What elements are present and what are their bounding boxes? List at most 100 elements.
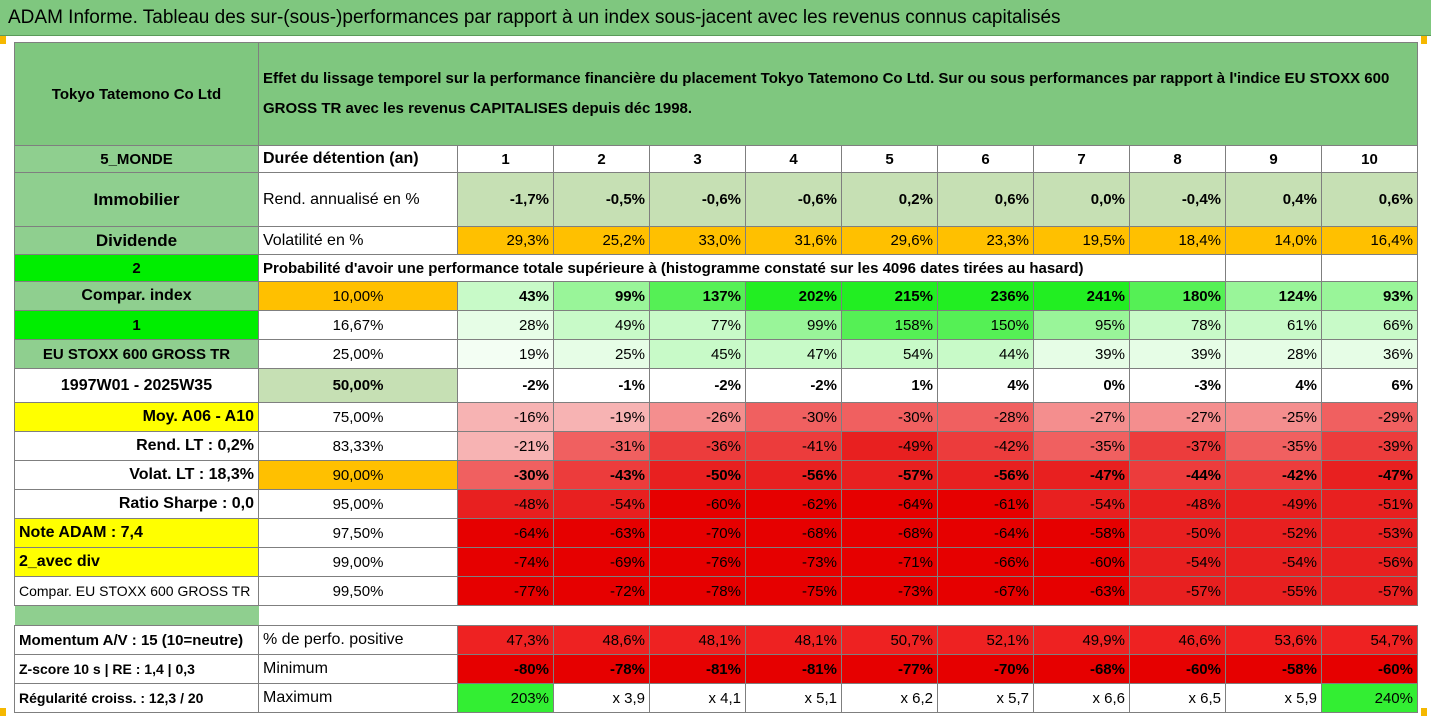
probability-cell: 4%: [1225, 368, 1322, 403]
maximum-cell: x 6,2: [841, 683, 938, 713]
company-name: Tokyo Tatemono Co Ltd: [14, 42, 259, 146]
option-number-cell[interactable]: 2: [14, 254, 259, 282]
probability-cell: 202%: [745, 281, 842, 311]
year-cell: 7: [1033, 145, 1130, 173]
probability-cell: 28%: [1225, 339, 1322, 369]
probability-cell: -73%: [745, 547, 842, 577]
probability-cell: 39%: [1033, 339, 1130, 369]
minimum-cell: -78%: [553, 654, 650, 684]
minimum-cell: -60%: [1129, 654, 1226, 684]
maximum-cell: 203%: [457, 683, 554, 713]
regularity-label: Régularité croiss. : 12,3 / 20: [14, 683, 259, 713]
probability-cell: 150%: [937, 310, 1034, 340]
volatility-cell: 16,4%: [1321, 226, 1418, 255]
index-name-label: EU STOXX 600 GROSS TR: [14, 339, 259, 369]
probability-cell: 180%: [1129, 281, 1226, 311]
empty-cell: [1321, 254, 1418, 282]
probability-cell: 61%: [1225, 310, 1322, 340]
probability-cell: -53%: [1321, 518, 1418, 548]
probability-cell: -3%: [1129, 368, 1226, 403]
probability-cell: -35%: [1225, 431, 1322, 461]
volatility-cell: 33,0%: [649, 226, 746, 255]
annual-return-cell: 0,0%: [1033, 172, 1130, 227]
probability-cell: -73%: [841, 576, 938, 606]
probability-cell: 6%: [1321, 368, 1418, 403]
probability-cell: -27%: [1033, 402, 1130, 432]
probability-cell: -37%: [1129, 431, 1226, 461]
spacer-cell: [14, 605, 259, 626]
period-label: 1997W01 - 2025W35: [14, 368, 259, 403]
probability-cell: -51%: [1321, 489, 1418, 519]
year-cell: 2: [553, 145, 650, 173]
sector-label: Immobilier: [14, 172, 259, 227]
probability-cell: 95%: [1033, 310, 1130, 340]
probability-cell: -39%: [1321, 431, 1418, 461]
annual-return-cell: -0,6%: [745, 172, 842, 227]
minimum-cell: -80%: [457, 654, 554, 684]
probability-cell: -60%: [1033, 547, 1130, 577]
probability-cell: -49%: [1225, 489, 1322, 519]
probability-cell: -74%: [457, 547, 554, 577]
probability-cell: -76%: [649, 547, 746, 577]
probability-cell: -48%: [1129, 489, 1226, 519]
volatility-cell: 18,4%: [1129, 226, 1226, 255]
probability-cell: 66%: [1321, 310, 1418, 340]
volatility-cell: 31,6%: [745, 226, 842, 255]
probability-cell: 43%: [457, 281, 554, 311]
probability-cell: -30%: [457, 460, 554, 490]
corner-marker: [0, 708, 6, 716]
minimum-cell: -60%: [1321, 654, 1418, 684]
probability-cell: 54%: [841, 339, 938, 369]
probability-cell: 158%: [841, 310, 938, 340]
spacer-cell: [258, 605, 1418, 626]
annual-return-cell: 0,6%: [1321, 172, 1418, 227]
positive-performance-label: % de perfo. positive: [258, 625, 458, 655]
probability-cell: -54%: [1033, 489, 1130, 519]
probability-cell: -30%: [745, 402, 842, 432]
probability-cell: -69%: [553, 547, 650, 577]
probability-cell: 45%: [649, 339, 746, 369]
probability-cell: 4%: [937, 368, 1034, 403]
probability-cell: -56%: [1321, 547, 1418, 577]
probability-cell: -41%: [745, 431, 842, 461]
probability-cell: 137%: [649, 281, 746, 311]
probability-cell: -54%: [1129, 547, 1226, 577]
probability-cell: -57%: [841, 460, 938, 490]
probability-cell: 28%: [457, 310, 554, 340]
quantile-label: 75,00%: [258, 402, 458, 432]
probability-cell: 241%: [1033, 281, 1130, 311]
probability-cell: -49%: [841, 431, 938, 461]
empty-cell: [1225, 254, 1322, 282]
probability-cell: -35%: [1033, 431, 1130, 461]
probability-cell: -27%: [1129, 402, 1226, 432]
holding-period-label: Durée détention (an): [258, 145, 458, 173]
year-cell: 1: [457, 145, 554, 173]
quantile-label: 83,33%: [258, 431, 458, 461]
maximum-cell: x 5,7: [937, 683, 1034, 713]
sharpe-ratio-label: Ratio Sharpe : 0,0: [14, 489, 259, 519]
positive-performance-cell: 52,1%: [937, 625, 1034, 655]
probability-cell: -67%: [937, 576, 1034, 606]
minimum-cell: -81%: [745, 654, 842, 684]
minimum-cell: -81%: [649, 654, 746, 684]
probability-cell: 1%: [841, 368, 938, 403]
quantile-label: 95,00%: [258, 489, 458, 519]
quantile-label: 50,00%: [258, 368, 458, 403]
minimum-cell: -58%: [1225, 654, 1322, 684]
probability-cell: -57%: [1129, 576, 1226, 606]
region-label: 5_MONDE: [14, 145, 259, 173]
probability-cell: -63%: [1033, 576, 1130, 606]
probability-cell: -2%: [457, 368, 554, 403]
volatility-label: Volatilité en %: [258, 226, 458, 255]
probability-cell: -30%: [841, 402, 938, 432]
option-number-cell[interactable]: 1: [14, 310, 259, 340]
positive-performance-cell: 48,1%: [745, 625, 842, 655]
probability-cell: 49%: [553, 310, 650, 340]
compare-index-label: Compar. index: [14, 281, 259, 311]
positive-performance-cell: 48,1%: [649, 625, 746, 655]
positive-performance-cell: 48,6%: [553, 625, 650, 655]
positive-performance-cell: 54,7%: [1321, 625, 1418, 655]
probability-cell: -26%: [649, 402, 746, 432]
maximum-label: Maximum: [258, 683, 458, 713]
volatility-cell: 19,5%: [1033, 226, 1130, 255]
